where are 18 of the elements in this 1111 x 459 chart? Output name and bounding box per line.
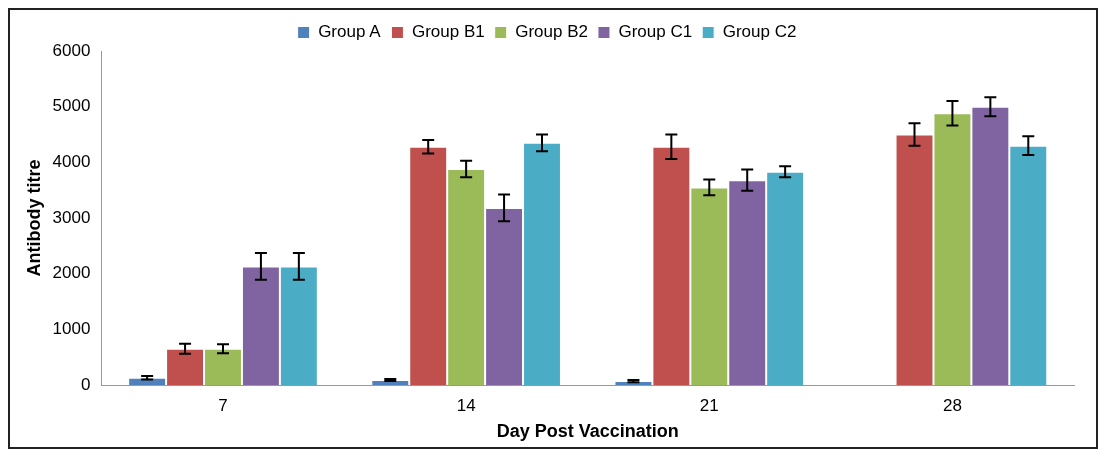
x-tick-label: 28 <box>942 395 962 415</box>
x-tick-label: 7 <box>218 395 228 415</box>
x-axis-title: Day Post Vaccination <box>496 421 679 442</box>
x-tick-label: 21 <box>699 395 719 415</box>
y-tick-label: 5000 <box>52 96 91 116</box>
legend-label: Group C2 <box>722 22 797 42</box>
legend-label: Group B2 <box>515 22 588 42</box>
legend-label: Group C1 <box>618 22 693 42</box>
legend-label: Group B1 <box>411 22 485 42</box>
y-tick-label: 4000 <box>52 152 91 172</box>
y-tick-label: 0 <box>80 374 91 394</box>
y-tick-label: 3000 <box>52 207 91 227</box>
y-tick-label: 1000 <box>52 319 91 339</box>
y-axis-title: Antibody titre <box>23 159 44 277</box>
x-tick-label: 14 <box>456 395 476 415</box>
legend-label: Group A <box>318 22 382 42</box>
y-tick-label: 2000 <box>52 263 91 283</box>
y-tick-label: 6000 <box>52 40 91 60</box>
